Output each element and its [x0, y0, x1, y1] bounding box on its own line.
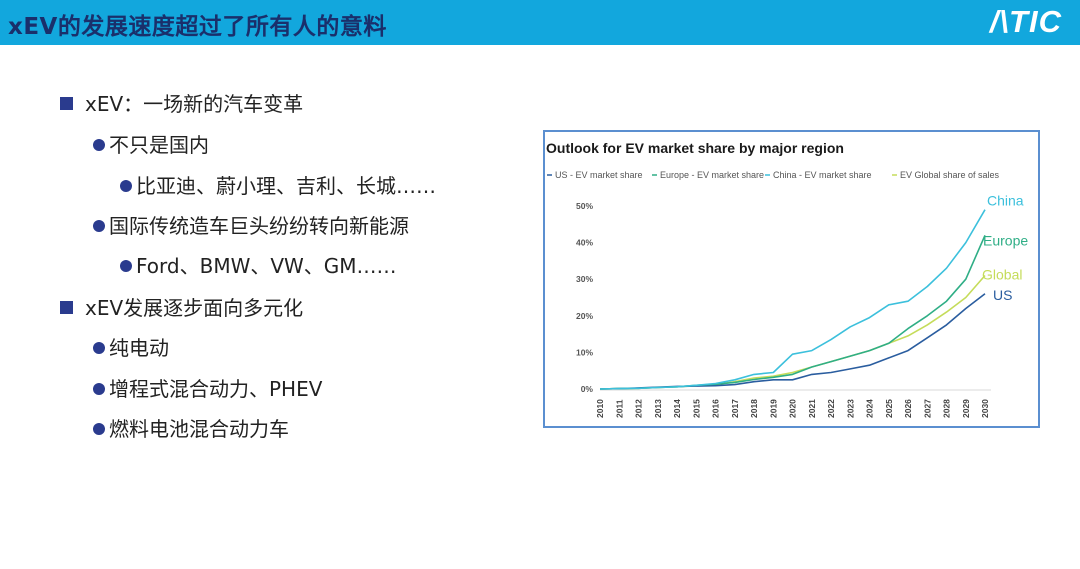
x-tick-label: 2024 [865, 399, 875, 418]
x-tick-label: 2016 [711, 399, 721, 418]
bullet-item: 比亚迪、蔚小理、吉利、长城…… [120, 170, 436, 199]
y-tick-label: 50% [576, 201, 593, 211]
slide-title: xEV的发展速度超过了所有人的意料 [8, 14, 387, 40]
atic-logo: /\TIC [989, 4, 1062, 39]
x-tick-label: 2030 [980, 399, 990, 418]
series-end-label: US [993, 287, 1012, 303]
round-bullet-icon [93, 138, 105, 151]
square-bullet-icon [60, 301, 73, 314]
bullet-item: xEV：一场新的汽车变革 [60, 88, 303, 117]
bullet-item: 国际传统造车巨头纷纷转向新能源 [93, 210, 409, 239]
series-end-label: China [987, 193, 1024, 209]
round-bullet-icon [93, 219, 105, 232]
x-tick-label: 2027 [922, 399, 932, 418]
x-tick-label: 2014 [672, 399, 682, 418]
bullet-item: 纯电动 [93, 332, 169, 361]
series-line [599, 274, 986, 390]
round-bullet-icon [93, 422, 105, 435]
x-tick-label: 2021 [807, 399, 817, 418]
x-tick-label: 2028 [942, 399, 952, 418]
square-bullet-icon [60, 97, 73, 110]
chart-canvas: Outlook for EV market share by major reg… [546, 140, 1028, 418]
x-tick-label: 2023 [845, 399, 855, 418]
series-end-label: Europe [983, 232, 1028, 248]
bullet-text: xEV：一场新的汽车变革 [85, 92, 304, 116]
x-tick-label: 2011 [614, 399, 624, 418]
y-tick-label: 40% [576, 238, 593, 248]
round-bullet-icon [93, 382, 105, 395]
y-tick-label: 30% [576, 274, 593, 284]
series-end-label: Global [982, 267, 1022, 283]
series-line [599, 234, 986, 390]
legend-entry: China - EV market share [773, 170, 872, 180]
x-tick-label: 2026 [903, 399, 913, 418]
ev-market-share-chart: Outlook for EV market share by major reg… [543, 130, 1040, 428]
x-tick-label: 2020 [788, 399, 798, 418]
legend-entry: Europe - EV market share [660, 170, 764, 180]
round-bullet-icon [93, 341, 105, 354]
x-tick-label: 2029 [961, 399, 971, 418]
bullet-text: 纯电动 [109, 336, 169, 360]
y-tick-label: 20% [576, 311, 593, 321]
bullet-item: 燃料电池混合动力车 [93, 413, 289, 442]
x-tick-label: 2018 [749, 399, 759, 418]
x-tick-label: 2019 [768, 399, 778, 418]
round-bullet-icon [120, 259, 132, 272]
bullet-text: 增程式混合动力、PHEV [109, 377, 323, 401]
title-bar: xEV的发展速度超过了所有人的意料 /\TIC [0, 0, 1080, 45]
x-tick-label: 2012 [634, 399, 644, 418]
bullet-item: 不只是国内 [93, 129, 209, 158]
y-tick-label: 0% [581, 384, 594, 394]
round-bullet-icon [120, 179, 132, 192]
x-tick-label: 2022 [826, 399, 836, 418]
series-line [599, 209, 986, 390]
y-tick-label: 10% [576, 347, 593, 357]
bullet-text: 国际传统造车巨头纷纷转向新能源 [109, 214, 409, 238]
x-tick-label: 2013 [653, 399, 663, 418]
bullet-text: 燃料电池混合动力车 [109, 417, 289, 441]
x-tick-label: 2025 [884, 399, 894, 418]
bullet-item: Ford、BMW、VW、GM…… [120, 250, 397, 279]
x-tick-label: 2017 [730, 399, 740, 418]
bullet-item: xEV发展逐步面向多元化 [60, 292, 303, 321]
chart-title: Outlook for EV market share by major reg… [546, 140, 844, 156]
x-tick-label: 2010 [595, 399, 605, 418]
bullet-item: 增程式混合动力、PHEV [93, 373, 322, 402]
legend-entry: EV Global share of sales [900, 170, 1000, 180]
legend-entry: US - EV market share [555, 170, 643, 180]
bullet-list: xEV：一场新的汽车变革不只是国内比亚迪、蔚小理、吉利、长城…… 国际传统造车巨头… [0, 0, 520, 569]
bullet-text: 不只是国内 [109, 133, 209, 157]
x-tick-label: 2015 [691, 399, 701, 418]
bullet-text: 比亚迪、蔚小理、吉利、长城…… [136, 174, 436, 198]
bullet-text: Ford、BMW、VW、GM…… [136, 254, 397, 278]
bullet-text: xEV发展逐步面向多元化 [85, 296, 304, 320]
